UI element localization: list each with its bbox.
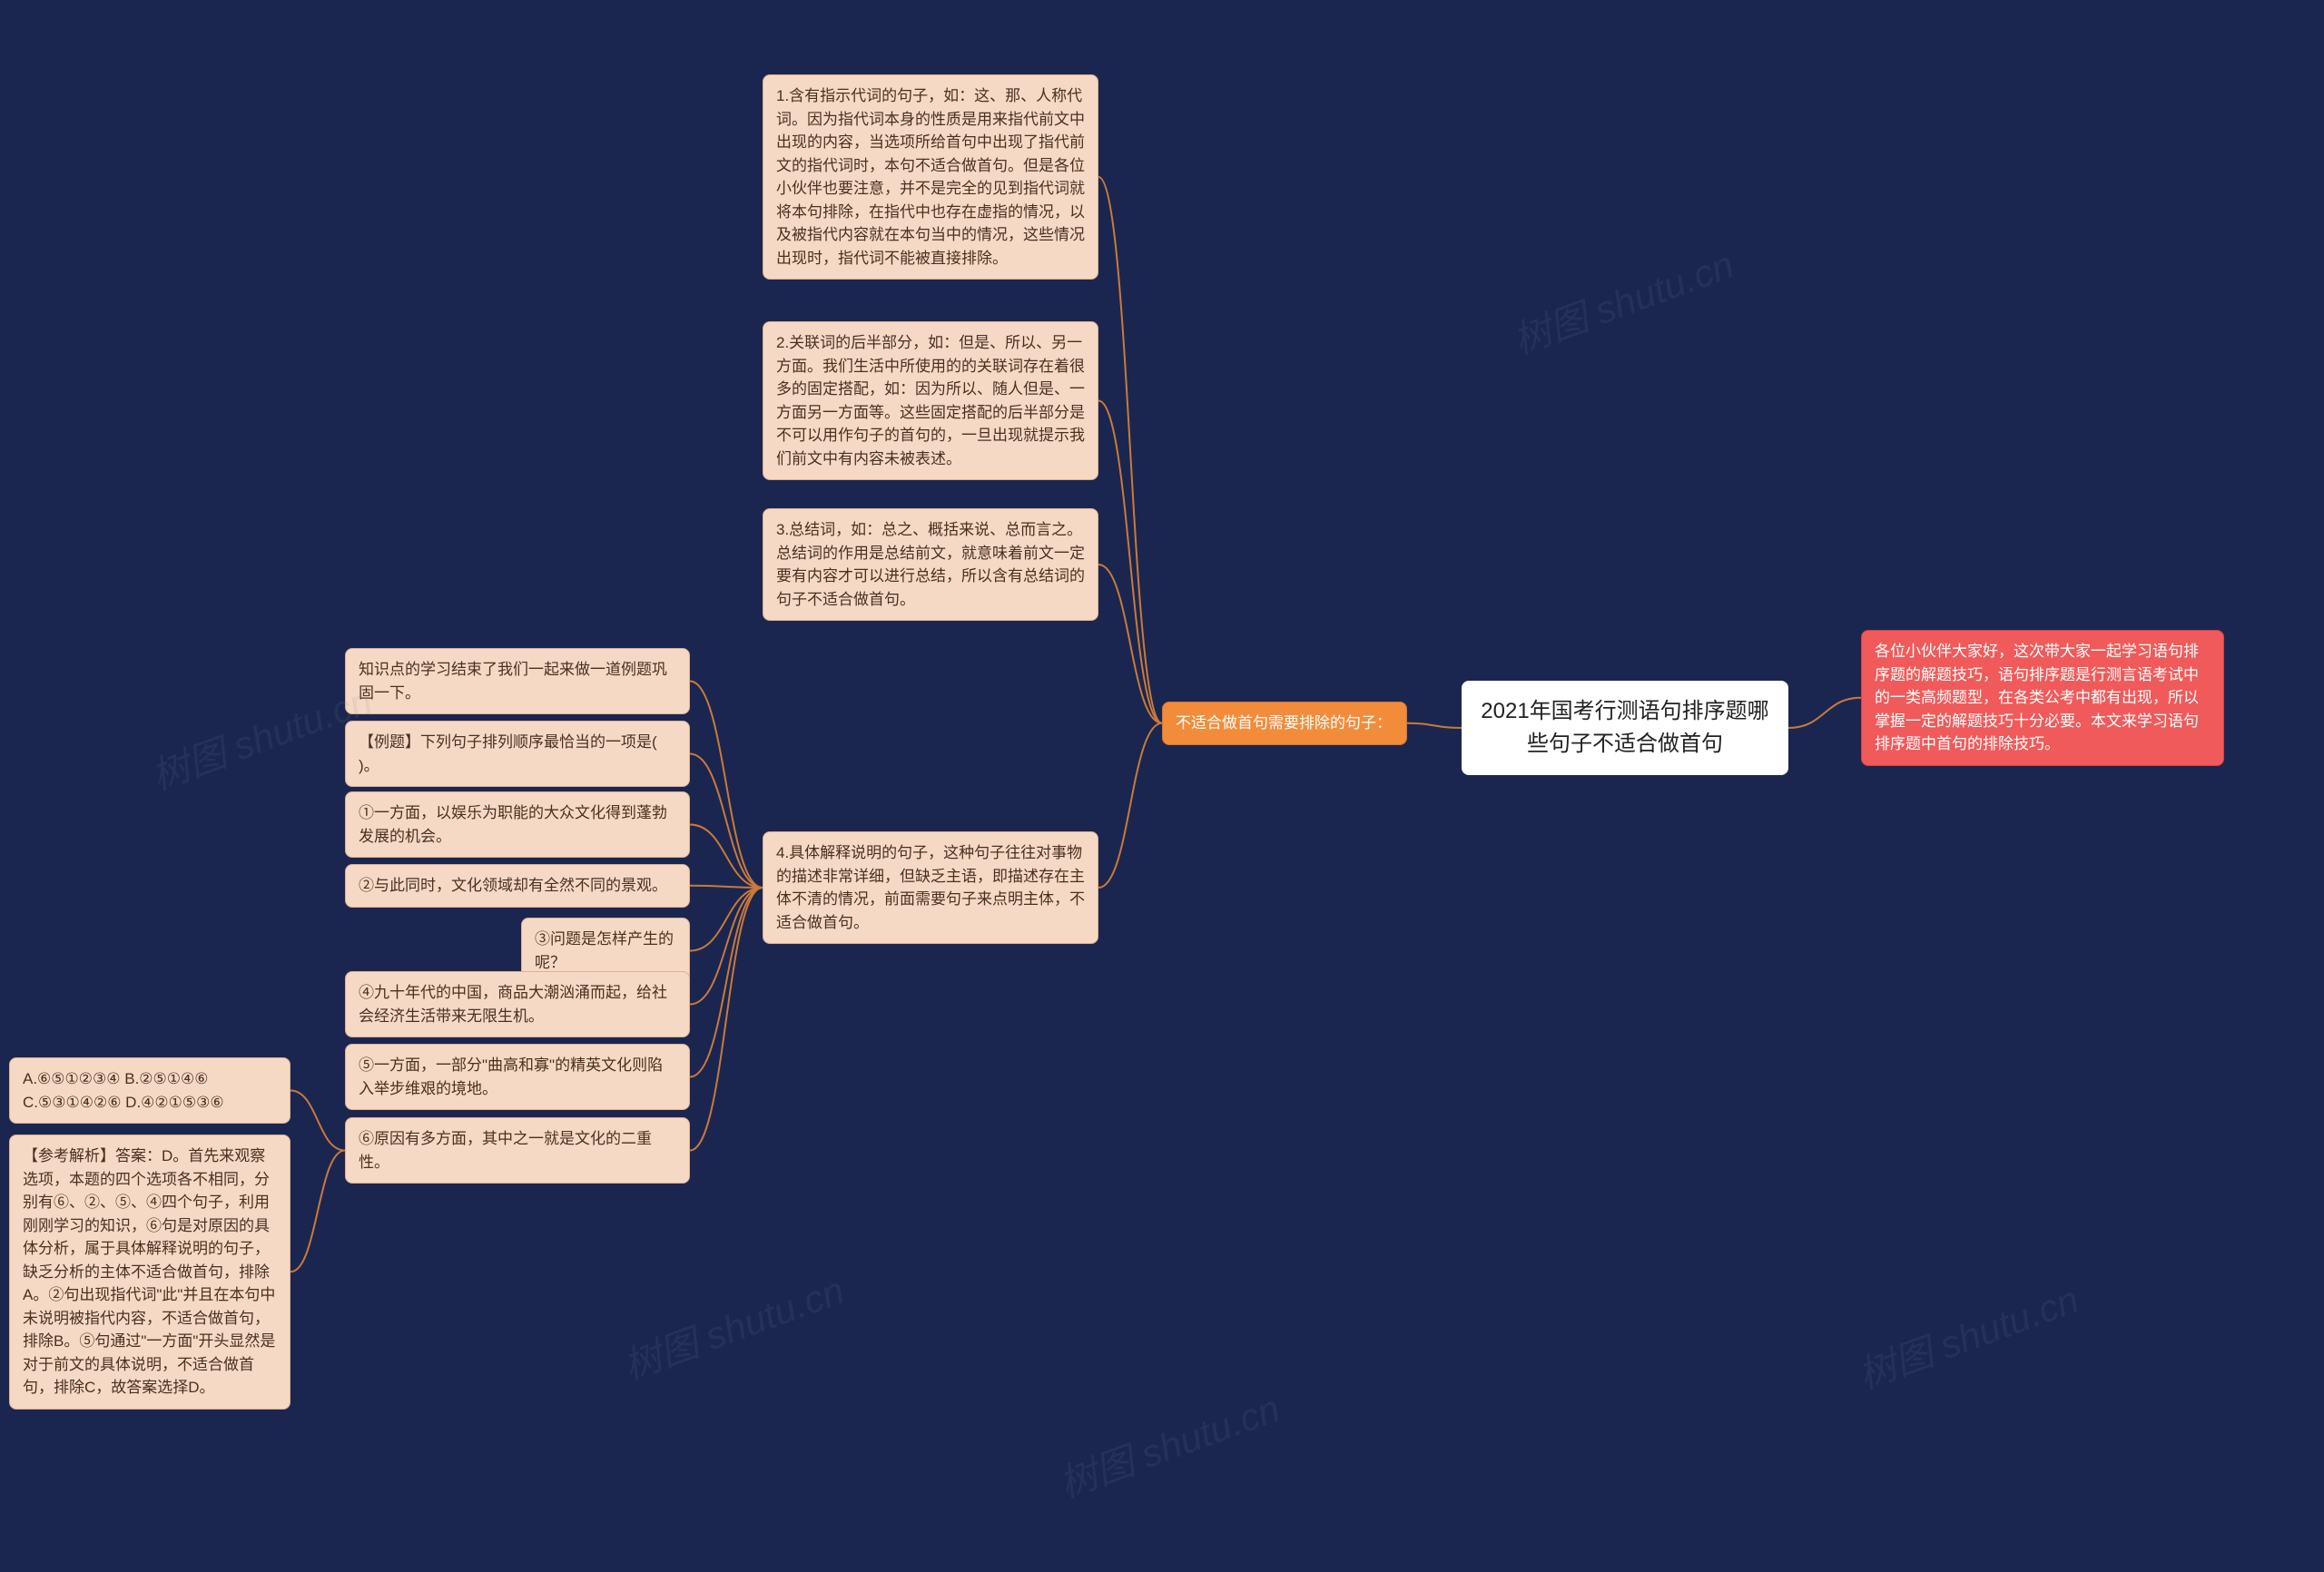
intro-node: 各位小伙伴大家好，这次带大家一起学习语句排序题的解题技巧，语句排序题是行测言语考… [1861,630,2224,766]
rule2-node: 2.关联词的后半部分，如：但是、所以、另一方面。我们生活中所使用的的关联词存在着… [763,321,1098,480]
watermark: 树图 shutu.cn [1849,1269,2085,1400]
sentence-2-node: ②与此同时，文化领域却有全然不同的景观。 [345,864,690,908]
analysis-node: 【参考解析】答案：D。首先来观察选项，本题的四个选项各不相同，分别有⑥、②、⑤、… [9,1135,290,1410]
section-node: 不适合做首句需要排除的句子： [1162,702,1407,745]
options-node: A.⑥⑤①②③④ B.②⑤①④⑥ C.⑤③①④②⑥ D.④②①⑤③⑥ [9,1057,290,1124]
rule1-node: 1.含有指示代词的句子，如：这、那、人称代词。因为指代词本身的性质是用来指代前文… [763,74,1098,280]
watermark: 树图 shutu.cn [1050,1378,1286,1508]
watermark: 树图 shutu.cn [143,670,379,801]
sentence-4-node: ④九十年代的中国，商品大潮汹涌而起，给社会经济生活带来无限生机。 [345,971,690,1037]
sentence-1-node: ①一方面，以娱乐为职能的大众文化得到蓬勃发展的机会。 [345,791,690,858]
root-node: 2021年国考行测语句排序题哪些句子不适合做首句 [1462,681,1788,775]
example-question-node: 【例题】下列句子排列顺序最恰当的一项是( )。 [345,721,690,787]
rule4-node: 4.具体解释说明的句子，这种句子往往对事物的描述非常详细，但缺乏主语，即描述存在… [763,831,1098,944]
watermark: 树图 shutu.cn [1504,234,1740,365]
sentence-6-node: ⑥原因有多方面，其中之一就是文化的二重性。 [345,1117,690,1184]
watermark: 树图 shutu.cn [615,1260,851,1390]
example-intro-node: 知识点的学习结束了我们一起来做一道例题巩固一下。 [345,648,690,714]
sentence-5-node: ⑤一方面，一部分"曲高和寡"的精英文化则陷入举步维艰的境地。 [345,1044,690,1110]
rule3-node: 3.总结词，如：总之、概括来说、总而言之。总结词的作用是总结前文，就意味着前文一… [763,508,1098,621]
